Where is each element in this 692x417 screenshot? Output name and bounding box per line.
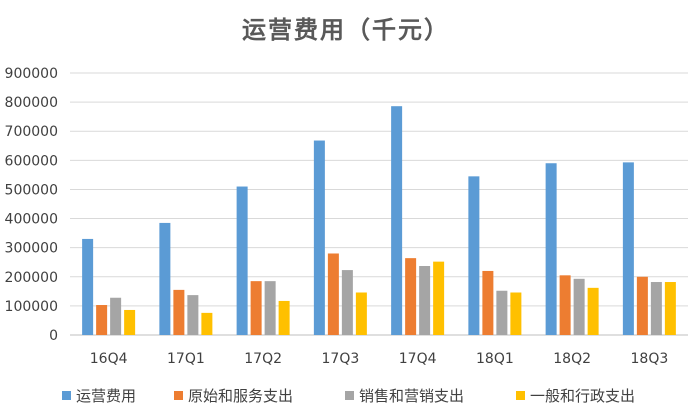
bar [313, 140, 325, 335]
legend-label: 销售和营销支出 [359, 387, 464, 405]
bar [433, 261, 445, 335]
bar [664, 282, 676, 335]
y-tick-label: 400000 [5, 212, 58, 228]
bar [327, 253, 339, 335]
bar [341, 270, 353, 335]
bar [173, 289, 185, 335]
y-tick-label: 600000 [5, 153, 58, 169]
bar [545, 163, 557, 335]
bar [391, 106, 403, 335]
bar [124, 309, 136, 335]
bar [650, 282, 662, 335]
bar [236, 186, 248, 335]
y-tick-label: 100000 [5, 299, 58, 315]
legend-swatch [174, 391, 183, 400]
y-tick-label: 900000 [5, 66, 58, 82]
bar [159, 222, 171, 335]
legend-swatch [345, 391, 354, 400]
bar [264, 281, 276, 335]
legend: 运营费用 原始和服务支出 销售和营销支出 一般和行政支出 [62, 387, 635, 405]
y-tick-label: 300000 [5, 241, 58, 257]
bar [250, 281, 262, 335]
bar [573, 278, 585, 335]
x-tick-label: 17Q2 [244, 351, 282, 367]
bar [110, 297, 122, 335]
bar [510, 292, 522, 335]
legend-swatch [62, 391, 71, 400]
x-tick-label: 18Q2 [553, 351, 591, 367]
x-tick-label: 17Q4 [399, 351, 437, 367]
bar [468, 176, 480, 335]
bar [559, 275, 571, 335]
bar [201, 312, 213, 335]
bar [405, 258, 417, 335]
chart-title: 运营费用（千元） [242, 16, 450, 44]
legend-label: 运营费用 [76, 387, 136, 405]
bar [96, 305, 108, 335]
y-tick-label: 800000 [5, 95, 58, 111]
bar [496, 290, 508, 335]
bar [636, 276, 648, 335]
legend-swatch [516, 391, 525, 400]
y-tick-label: 200000 [5, 270, 58, 286]
legend-label: 一般和行政支出 [530, 387, 635, 405]
y-tick-label: 700000 [5, 124, 58, 140]
x-axis-ticks: 16Q4 17Q1 17Q2 17Q3 17Q4 18Q1 18Q2 18Q3 [90, 351, 669, 367]
bar [82, 238, 94, 335]
x-tick-label: 17Q1 [167, 351, 205, 367]
bar [587, 287, 599, 335]
x-tick-label: 18Q3 [631, 351, 669, 367]
y-tick-label: 500000 [5, 182, 58, 198]
bar [355, 292, 367, 335]
bar [622, 162, 634, 335]
x-tick-label: 16Q4 [90, 351, 128, 367]
x-tick-label: 18Q1 [476, 351, 514, 367]
legend-label: 原始和服务支出 [188, 387, 293, 405]
bar [278, 300, 290, 335]
y-tick-label: 0 [49, 328, 58, 344]
bar [419, 266, 431, 335]
bar [482, 270, 494, 335]
bar [187, 295, 199, 335]
gridlines [70, 72, 688, 336]
bars [82, 106, 676, 335]
y-axis-ticks: 0 100000 200000 300000 400000 500000 600000 700… [5, 66, 58, 344]
x-tick-label: 17Q3 [322, 351, 360, 367]
